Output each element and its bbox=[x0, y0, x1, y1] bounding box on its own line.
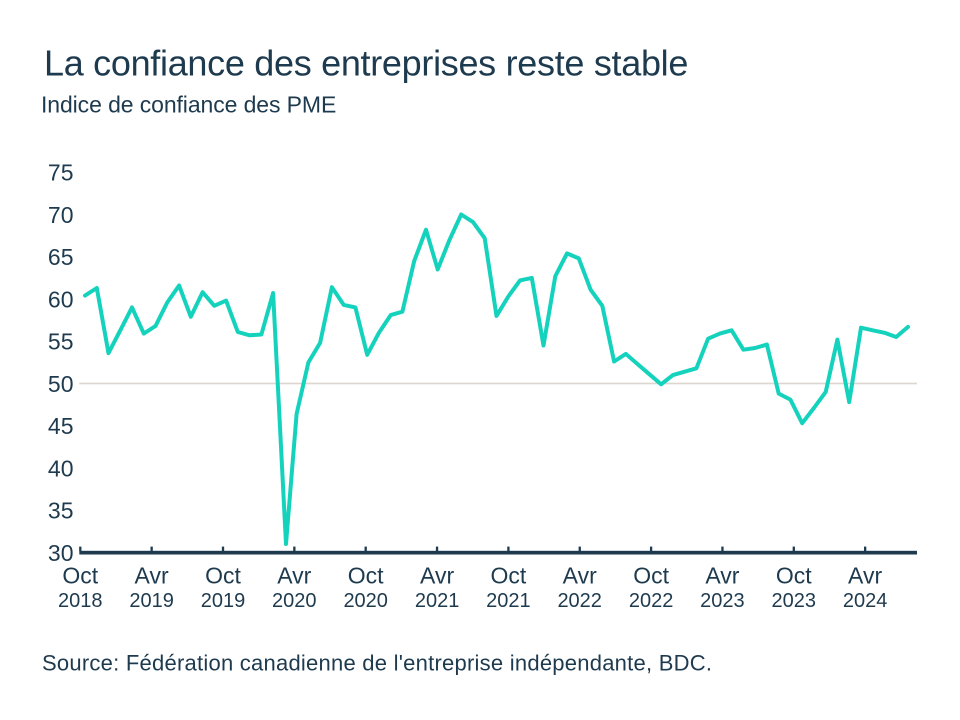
svg-text:2021: 2021 bbox=[415, 590, 460, 612]
svg-text:Oct: Oct bbox=[776, 563, 812, 589]
svg-text:55: 55 bbox=[48, 329, 74, 355]
svg-text:2020: 2020 bbox=[272, 590, 317, 612]
svg-text:Avr: Avr bbox=[277, 563, 311, 589]
svg-text:2023: 2023 bbox=[700, 590, 745, 612]
svg-text:2019: 2019 bbox=[201, 590, 246, 612]
svg-text:2023: 2023 bbox=[772, 590, 817, 612]
svg-text:60: 60 bbox=[48, 286, 74, 312]
svg-text:Avr: Avr bbox=[705, 563, 739, 589]
svg-text:2020: 2020 bbox=[343, 590, 388, 612]
svg-text:2022: 2022 bbox=[557, 590, 602, 612]
svg-text:2018: 2018 bbox=[58, 590, 103, 612]
svg-text:Avr: Avr bbox=[420, 563, 454, 589]
svg-text:Source: Fédération canadienne: Source: Fédération canadienne de l'entre… bbox=[42, 651, 712, 676]
svg-text:2024: 2024 bbox=[843, 590, 888, 612]
svg-text:40: 40 bbox=[48, 455, 74, 481]
svg-text:Indice de confiance des PME: Indice de confiance des PME bbox=[41, 92, 336, 118]
svg-text:Avr: Avr bbox=[563, 563, 597, 589]
svg-text:50: 50 bbox=[48, 371, 74, 397]
svg-text:2022: 2022 bbox=[629, 590, 674, 612]
svg-text:Oct: Oct bbox=[491, 563, 527, 589]
svg-text:30: 30 bbox=[48, 540, 74, 566]
svg-text:Avr: Avr bbox=[135, 563, 169, 589]
svg-text:Oct: Oct bbox=[633, 563, 669, 589]
svg-text:75: 75 bbox=[48, 160, 74, 186]
svg-text:70: 70 bbox=[48, 202, 74, 228]
svg-text:Avr: Avr bbox=[848, 563, 882, 589]
svg-text:45: 45 bbox=[48, 413, 74, 439]
svg-text:La confiance des entreprises r: La confiance des entreprises reste stabl… bbox=[44, 42, 688, 83]
svg-text:2021: 2021 bbox=[486, 590, 531, 612]
svg-text:2019: 2019 bbox=[129, 590, 174, 612]
svg-text:65: 65 bbox=[48, 244, 74, 270]
svg-text:Oct: Oct bbox=[62, 563, 98, 589]
svg-text:35: 35 bbox=[48, 498, 74, 524]
svg-text:Oct: Oct bbox=[205, 563, 241, 589]
svg-text:Oct: Oct bbox=[348, 563, 384, 589]
